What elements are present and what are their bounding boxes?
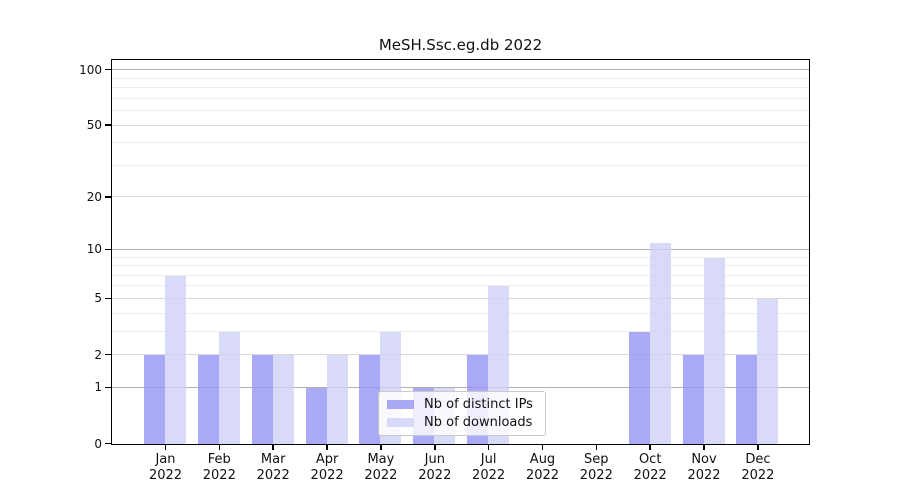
gridline	[112, 196, 809, 198]
x-tick-mark	[703, 445, 705, 450]
x-tick-label: Mar 2022	[256, 452, 290, 483]
legend-item-distinct-ips: Nb of distinct IPs	[387, 396, 537, 413]
bar-downloads	[649, 242, 671, 444]
minor-gridline	[112, 285, 809, 287]
bar-downloads	[218, 331, 240, 444]
minor-gridline	[112, 110, 809, 111]
y-tick-label: 0	[94, 436, 102, 451]
x-tick-label: Jul 2022	[472, 452, 506, 483]
x-tick-label: Dec 2022	[741, 452, 775, 483]
major-gridline	[112, 69, 809, 71]
bar-downloads	[272, 355, 294, 444]
x-tick-mark	[757, 445, 759, 450]
x-tick-label: Jan 2022	[148, 452, 183, 483]
bar-distinct-ips	[682, 355, 704, 444]
gridline	[112, 124, 809, 126]
x-tick-label: Apr 2022	[310, 452, 344, 483]
gridline	[112, 354, 809, 355]
y-tick-label: 1	[94, 380, 102, 395]
bar-downloads	[326, 355, 348, 444]
minor-gridline	[112, 164, 809, 166]
minor-gridline	[112, 87, 809, 88]
x-tick-mark	[487, 445, 490, 450]
legend-label-downloads: Nb of downloads	[424, 415, 533, 430]
minor-gridline	[112, 265, 809, 266]
bar-downloads	[757, 298, 779, 444]
x-tick-label: May 2022	[364, 452, 398, 483]
x-tick-mark	[218, 445, 221, 450]
y-tick-label: 2	[94, 347, 102, 362]
x-tick-label: Aug 2022	[525, 452, 560, 483]
y-tick-mark	[105, 196, 112, 198]
major-gridline	[112, 386, 809, 388]
x-tick-mark	[541, 445, 544, 450]
y-tick-label: 20	[86, 189, 102, 204]
y-tick-mark	[105, 442, 112, 445]
bar-distinct-ips	[251, 355, 273, 444]
y-tick-mark	[105, 297, 112, 300]
y-tick-mark	[105, 353, 112, 356]
x-tick-label: Nov 2022	[687, 452, 721, 483]
gridlines-layer	[112, 60, 809, 444]
gridline	[112, 297, 809, 299]
y-tick-label: 50	[86, 118, 102, 132]
bar-distinct-ips	[736, 355, 758, 444]
y-tick-label: 100	[79, 62, 102, 77]
x-tick-label: Oct 2022	[633, 452, 667, 483]
bar-distinct-ips	[359, 355, 381, 444]
minor-gridline	[112, 77, 809, 79]
y-tick-label: 10	[86, 242, 102, 257]
minor-gridline	[112, 330, 809, 332]
x-tick-mark	[272, 445, 274, 450]
bars-layer	[112, 60, 809, 444]
legend-swatch-downloads-icon	[387, 418, 414, 427]
bar-distinct-ips	[144, 355, 165, 444]
bar-downloads	[165, 275, 186, 444]
minor-gridline	[112, 312, 809, 314]
bar-downloads	[703, 257, 725, 444]
y-tick-mark	[105, 68, 112, 71]
bar-distinct-ips	[305, 387, 327, 444]
y-tick-label: 5	[94, 291, 102, 306]
legend: Nb of distinct IPs Nb of downloads	[378, 391, 546, 436]
legend-label-distinct-ips: Nb of distinct IPs	[424, 397, 533, 412]
bar-distinct-ips	[628, 331, 650, 444]
x-tick-mark	[649, 445, 651, 450]
plot-area: Nb of distinct IPs Nb of downloads	[111, 59, 810, 445]
x-tick-mark	[595, 445, 597, 450]
minor-gridline	[112, 97, 809, 99]
x-tick-label: Feb 2022	[202, 452, 236, 483]
bar-distinct-ips	[197, 355, 219, 444]
x-tick-mark	[326, 445, 328, 450]
x-tick-label: Jun 2022	[418, 452, 452, 483]
x-tick-mark	[164, 445, 167, 450]
y-tick-mark	[105, 248, 112, 250]
x-tick-mark	[434, 445, 436, 450]
minor-gridline	[112, 274, 809, 276]
y-tick-mark	[105, 124, 112, 126]
minor-gridline	[112, 256, 809, 258]
legend-item-downloads: Nb of downloads	[387, 414, 537, 431]
x-tick-mark	[380, 445, 382, 450]
major-gridline	[112, 248, 809, 250]
minor-gridline	[112, 142, 809, 144]
y-tick-mark	[105, 386, 112, 389]
x-tick-label: Sep 2022	[579, 452, 613, 483]
chart-title: MeSH.Ssc.eg.db 2022	[378, 36, 543, 54]
legend-swatch-distinct-ips-icon	[387, 400, 414, 409]
